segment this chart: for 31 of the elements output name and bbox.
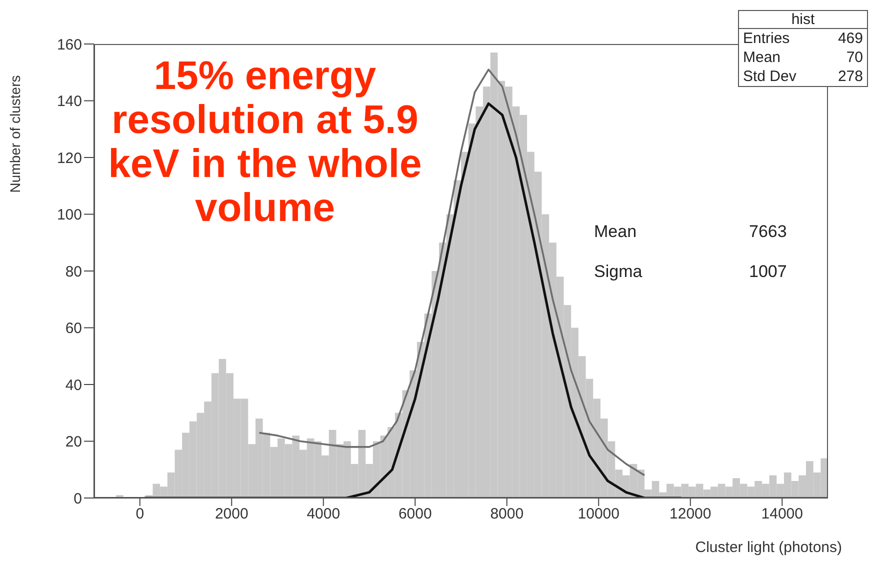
annotation: Std Dev	[743, 67, 796, 86]
annotation: Sigma	[594, 262, 642, 282]
y-tick-label: 160	[56, 36, 82, 54]
text: 278	[838, 67, 863, 86]
y-tick-label: 40	[65, 376, 82, 394]
x-axis-title: Cluster light (photons)	[695, 539, 842, 556]
annotation: Entries	[743, 29, 790, 48]
x-tick-label: 10000	[578, 506, 620, 523]
text: 70	[846, 48, 863, 67]
x-tick-label: 0	[136, 506, 144, 523]
annotation: 7663	[749, 222, 787, 242]
x-tick-label: 6000	[398, 506, 432, 523]
y-tick-label: 0	[74, 490, 82, 508]
annotation: Mean	[743, 48, 781, 67]
x-tick-label: 12000	[670, 506, 712, 523]
y-axis-title: Number of clusters	[6, 75, 23, 193]
y-tick-label: 140	[56, 93, 82, 110]
y-tick-label: 60	[65, 320, 82, 338]
y-tick-label: 100	[56, 206, 82, 224]
annotation: Mean	[594, 222, 637, 242]
x-tick-label: 4000	[306, 506, 340, 523]
x-tick-label: 8000	[490, 506, 524, 523]
x-tick-label: 2000	[214, 506, 248, 523]
text: hist	[739, 11, 867, 29]
x-tick-label: 14000	[761, 506, 803, 523]
y-tick-label: 120	[56, 150, 82, 167]
text: 469	[838, 29, 863, 48]
annotation: 1007	[749, 262, 787, 282]
annotation: 15% energy resolution at 5.9 keV in the whole volume	[107, 54, 423, 230]
y-tick-label: 20	[65, 434, 82, 451]
y-tick-label: 80	[65, 263, 82, 280]
